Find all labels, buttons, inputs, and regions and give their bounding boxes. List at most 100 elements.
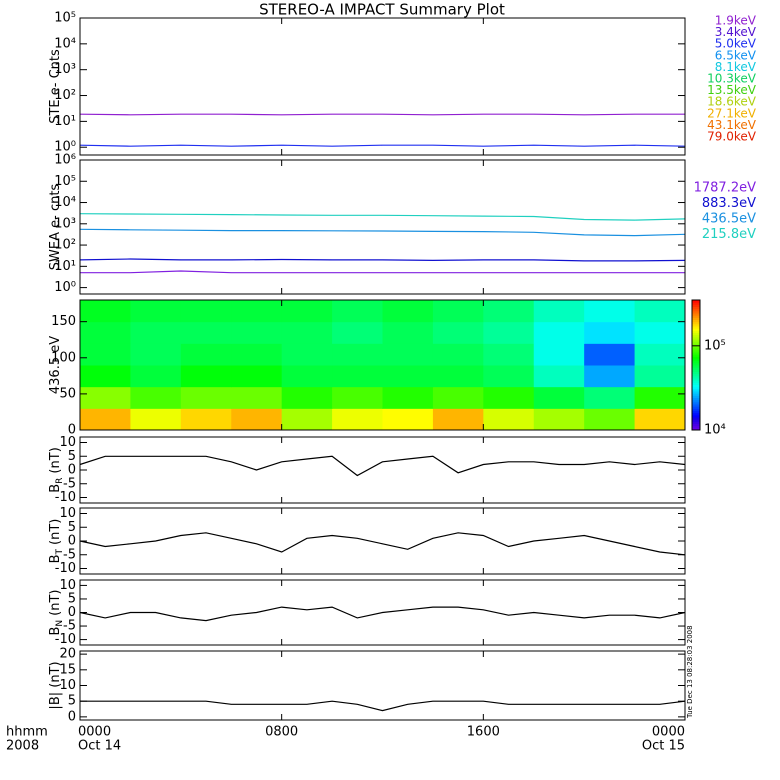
y-tick-label: 10 (59, 678, 76, 693)
colorbar-segment (692, 349, 700, 353)
y-axis-label: STE e- Cnts (48, 49, 63, 124)
x-tick-label: 0000 (78, 725, 111, 740)
y-tick-label: 10 (59, 435, 76, 450)
y-tick-label: 0 (68, 534, 76, 549)
y-tick-label: 0 (68, 423, 76, 438)
y-tick-label: -10 (55, 561, 76, 576)
heatmap-cell (231, 408, 283, 431)
y-label-subscript: N (55, 620, 65, 627)
heatmap-cell (130, 343, 182, 366)
heatmap-cell (332, 300, 383, 323)
y-tick-label: -10 (55, 490, 76, 505)
colorbar-segment (692, 347, 700, 351)
legend-entry: 215.8eV (702, 227, 756, 242)
panel-frame (79, 17, 686, 156)
legend-entry: 10.3keV (707, 72, 757, 86)
colorbar-segment (692, 304, 700, 307)
y-label-main: 436.5 eV (48, 336, 63, 394)
heatmap-cell (634, 408, 686, 431)
colorbar-segment (692, 419, 700, 422)
heatmap-cell (180, 343, 232, 366)
series-line (79, 606, 686, 622)
heatmap-cell (80, 365, 131, 388)
heatmap-cell (382, 343, 434, 366)
heatmap-cell (483, 343, 535, 366)
y-label-subscript: T (55, 548, 65, 555)
y-tick-label: -5 (63, 476, 76, 491)
heatmap-cell (281, 408, 333, 431)
y-tick-label: 5 (68, 591, 76, 606)
colorbar-segment (692, 378, 700, 381)
heatmap-cell (332, 408, 383, 431)
colorbar-segment (692, 412, 700, 416)
colorbar-segment (692, 386, 700, 390)
heatmap-cell (281, 386, 333, 409)
colorbar-segment (692, 395, 700, 398)
y-label-unit: (nT) (48, 590, 63, 616)
heatmap-cell (584, 408, 636, 431)
heatmap-cell (584, 386, 636, 409)
heatmap-cell (483, 300, 535, 323)
colorbar-segment (692, 341, 700, 344)
heatmap-cell (80, 321, 131, 344)
colorbar-segment (692, 317, 700, 320)
y-tick-label: 10⁰ (54, 280, 76, 295)
heatmap-cell (432, 386, 484, 409)
legend-entry: 79.0keV (707, 130, 757, 144)
heatmap-cell (382, 300, 434, 323)
colorbar-tick-label: 10⁴ (704, 423, 726, 438)
heatmap-cell (180, 408, 232, 431)
heatmap-cell (483, 321, 535, 344)
heatmap-cell (130, 321, 182, 344)
colorbar-segment (692, 423, 700, 427)
y-axis-label: 436.5 eV (48, 336, 63, 394)
y-tick-label: 10⁰ (54, 140, 76, 155)
colorbar-segment (692, 388, 700, 392)
heatmap-cell (332, 343, 383, 366)
legend-entry: 883.3eV (702, 196, 756, 211)
y-axis-label: SWEA e- cnts (48, 184, 63, 271)
heatmap-cell (584, 321, 636, 344)
y-tick-label: 10 (59, 506, 76, 521)
y-label-main: SWEA e- cnts (48, 184, 63, 271)
colorbar-segment (692, 336, 700, 340)
colorbar-segment (692, 373, 700, 377)
y-axis-label: BR (nT) (48, 447, 65, 493)
heatmap-cell (180, 300, 232, 323)
heatmap-cell (533, 365, 585, 388)
legend-entry: 3.4keV (715, 25, 757, 39)
colorbar-segment (692, 425, 700, 429)
x-axis-label: 2008 (6, 739, 39, 754)
y-label-unit: (nT) (48, 447, 63, 473)
series-line (79, 258, 686, 262)
heatmap-cell (432, 321, 484, 344)
legend-entry: 1787.2eV (694, 181, 756, 196)
colorbar-segment (692, 306, 700, 310)
y-tick-label: 50 (59, 386, 76, 401)
heatmap-cell (281, 300, 333, 323)
x-date-label: Oct 15 (642, 739, 685, 754)
y-tick-label: 100 (51, 350, 76, 365)
panel-frame (79, 299, 686, 431)
legend-entry: 13.5keV (707, 83, 757, 97)
colorbar-segment (692, 319, 700, 323)
x-date-label: Oct 14 (78, 739, 121, 754)
colorbar-segment (692, 369, 700, 372)
series-line (79, 455, 686, 477)
y-label-main: B (48, 554, 63, 563)
heatmap-cell (80, 343, 131, 366)
heatmap-cell (533, 408, 585, 431)
colorbar-segment (692, 371, 700, 375)
heatmap-cell (231, 300, 283, 323)
y-label-main: B (48, 627, 63, 636)
colorbar-segment (692, 315, 700, 318)
colorbar-segment (692, 393, 700, 396)
heatmap-cell (130, 300, 182, 323)
colorbar-segment (692, 427, 700, 431)
heatmap-cell (634, 343, 686, 366)
heatmap-cell (432, 408, 484, 431)
y-tick-label: 10⁵ (54, 11, 76, 26)
colorbar-segment (692, 406, 700, 409)
y-tick-label: 10³ (54, 216, 76, 231)
legend-entry: 1.9keV (715, 14, 757, 28)
